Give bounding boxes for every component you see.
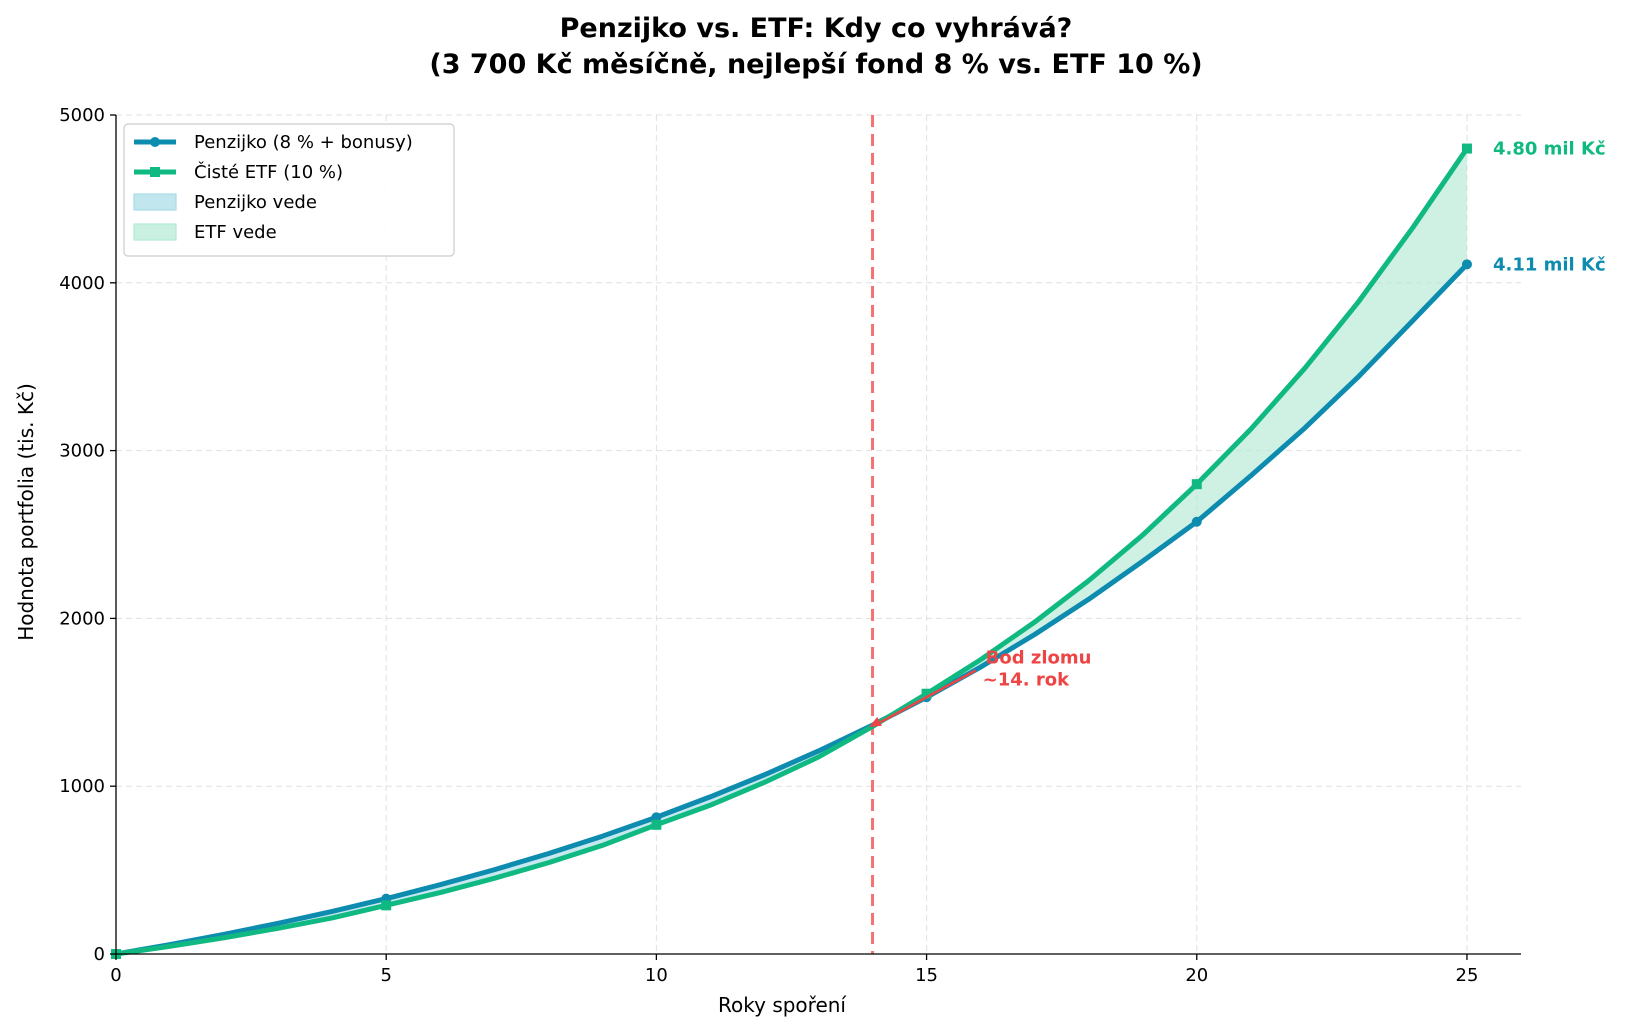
series-line-0 xyxy=(113,261,1470,957)
y-tick-label-4: 4000 xyxy=(59,273,105,294)
x-tick-label-5: 25 xyxy=(1456,965,1479,986)
x-tick-label-2: 10 xyxy=(645,965,668,986)
annotation-arrow-shaft xyxy=(879,669,977,724)
annotation-line1: Bod zlomu xyxy=(986,648,1092,669)
fill-layer xyxy=(116,148,1467,954)
series-1-point-1 xyxy=(381,900,392,911)
end-label-0: 4.80 mil Kč xyxy=(1493,139,1606,160)
legend-swatch-fill-1 xyxy=(133,223,177,241)
series-1-point-2 xyxy=(651,819,662,830)
chart-title-line2: (3 700 Kč měsíčně, nejlepší fond 8 % vs.… xyxy=(429,49,1202,80)
series-0-point-5 xyxy=(1461,259,1472,270)
marker-layer xyxy=(111,143,1472,959)
x-tick-label-0: 0 xyxy=(110,965,121,986)
series-layer xyxy=(113,146,1470,957)
annotation-arrow-head xyxy=(869,716,882,727)
end-label-1: 4.11 mil Kč xyxy=(1493,254,1606,275)
legend-frame xyxy=(123,123,455,257)
annotation-line2: ~14. rok xyxy=(983,670,1070,691)
series-0-point-4 xyxy=(1191,516,1202,527)
x-tick-label-1: 5 xyxy=(380,965,391,986)
legend-items: Penzijko (8 % + bonusy) Čisté ETF (10 %) P… xyxy=(133,132,413,243)
x-tick-label-3: 15 xyxy=(915,965,938,986)
tick-layer: 0 5 10 15 20 25 0 1000 2000 3000 4000 5000 xyxy=(59,105,1478,986)
series-0-point-2 xyxy=(651,812,662,823)
end-label-layer: 4.80 mil Kč 4.11 mil Kč xyxy=(1493,139,1606,276)
legend-fill-label-0: Penzijko vede xyxy=(194,192,317,213)
legend-swatch-fill-0 xyxy=(133,193,177,211)
legend-label-0: Penzijko (8 % + bonusy) xyxy=(194,132,413,153)
chart-title-line1: Penzijko vs. ETF: Kdy co vyhrává? xyxy=(560,13,1073,44)
penzijko-lead-fill-0 xyxy=(116,725,873,954)
y-tick-label-3: 3000 xyxy=(59,441,105,462)
series-1-point-3 xyxy=(921,688,932,699)
x-axis-label: Roky spoření xyxy=(718,993,847,1017)
y-tick-label-1: 1000 xyxy=(59,776,105,797)
series-line-1 xyxy=(113,146,1470,957)
legend-fill-label-1: ETF vede xyxy=(194,222,277,243)
y-tick-label-5: 5000 xyxy=(59,105,105,126)
legend-label-1: Čisté ETF (10 %) xyxy=(194,161,343,183)
legend-swatch-marker-0 xyxy=(150,137,160,147)
x-tick-label-4: 20 xyxy=(1185,965,1208,986)
y-tick-label-2: 2000 xyxy=(59,608,105,629)
annotation-layer: Bod zlomu~14. rok xyxy=(869,648,1091,727)
y-tick-label-0: 0 xyxy=(94,944,105,965)
series-1-point-4 xyxy=(1191,479,1202,490)
y-axis-label: Hodnota portfolia (tis. Kč) xyxy=(14,383,38,641)
series-1-point-5 xyxy=(1461,143,1472,154)
legend-swatch-marker-1 xyxy=(150,167,160,177)
axes-layer xyxy=(115,115,1521,955)
legend: Penzijko (8 % + bonusy) Čisté ETF (10 %) P… xyxy=(123,123,455,257)
